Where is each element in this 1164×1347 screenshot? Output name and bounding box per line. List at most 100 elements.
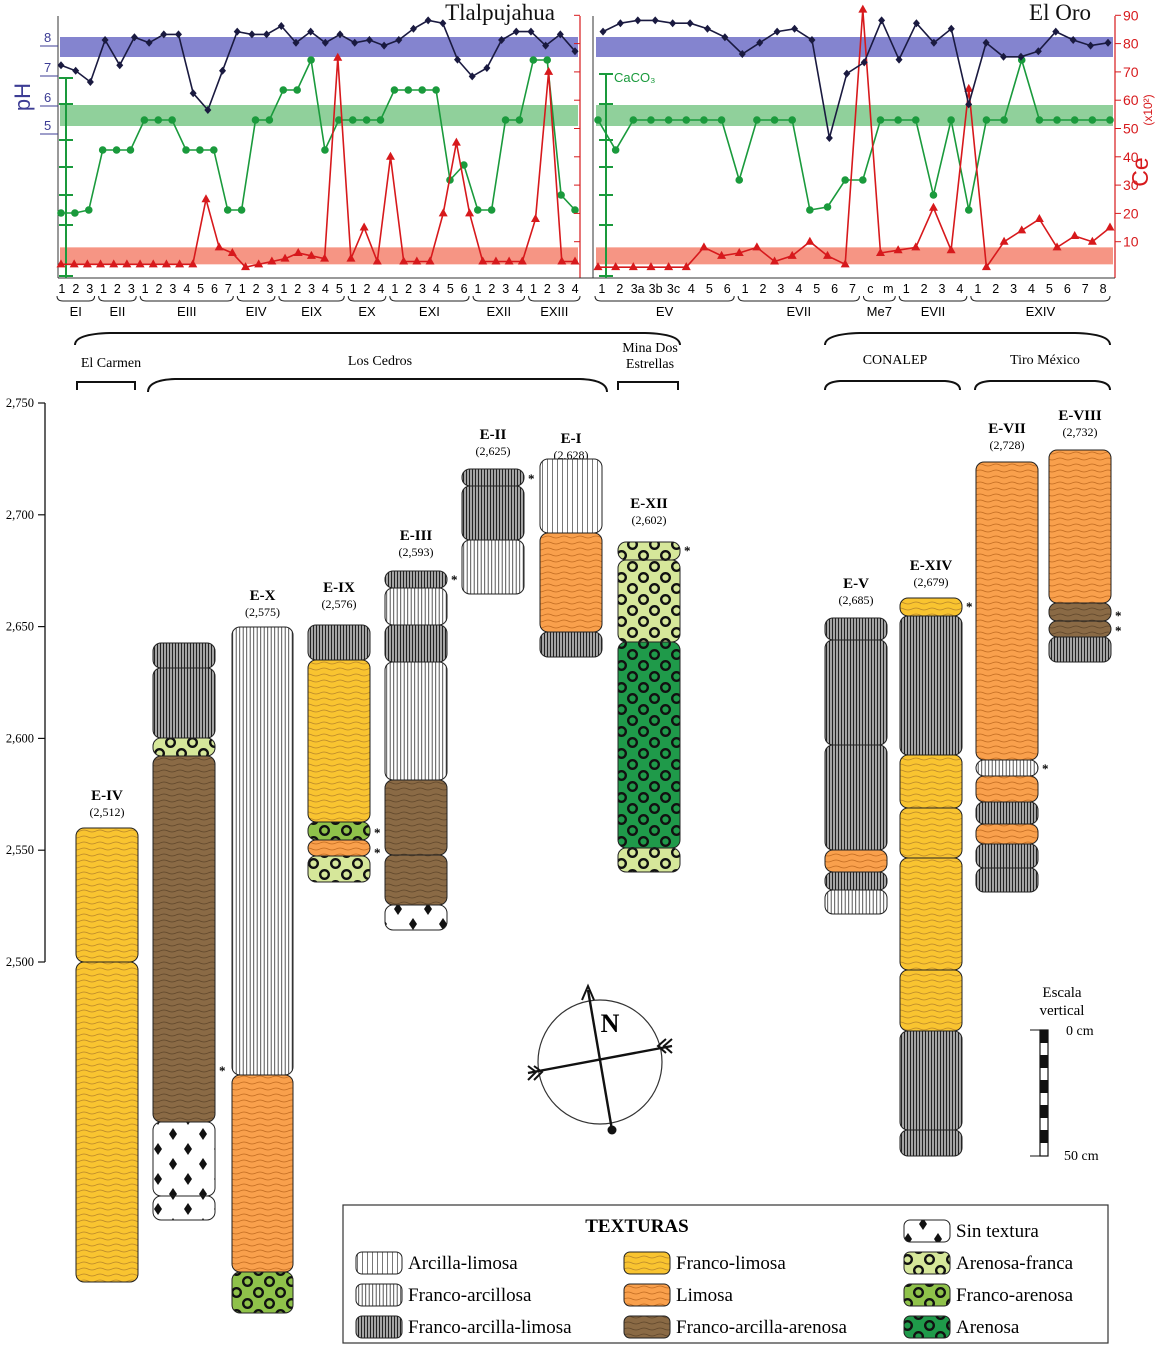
caco3-right-point <box>753 116 761 124</box>
horizon-franco-arenosa <box>231 1271 294 1314</box>
profile-e-ii: E-II(2,625) * <box>461 427 535 595</box>
sample-label: 3 <box>308 282 315 296</box>
ph-left-point <box>160 30 168 39</box>
left-panel-title: Tlalpujahua <box>445 0 555 25</box>
sample-label: 4 <box>1028 282 1035 296</box>
caco3-left-point <box>98 146 107 154</box>
ph-left-point <box>439 19 447 28</box>
ce-left-point <box>267 256 277 265</box>
sample-label: 2 <box>405 282 412 296</box>
ph-right-point <box>721 33 729 42</box>
horizon-franco-arcilla-limosa <box>307 624 371 661</box>
site-conalep: CONALEP <box>863 353 928 368</box>
caco3-left-point <box>515 116 524 124</box>
profile-id: E-VII <box>988 421 1026 437</box>
ph-tick-label: 5 <box>44 118 51 133</box>
ph-left-point <box>468 72 476 81</box>
ce-left-point <box>320 253 330 262</box>
ph-left-point <box>116 61 124 70</box>
horizon-arcilla-limosa <box>539 458 603 534</box>
ph-left-point <box>512 27 520 36</box>
ce-left-point <box>293 248 303 257</box>
sample-group-label: EII <box>109 304 125 319</box>
ce-left-point <box>530 214 540 223</box>
horizon-franco-arcilla-limosa <box>152 642 216 669</box>
horizon-franco-arcilla-limosa <box>975 867 1039 893</box>
ce-left-point <box>56 259 66 268</box>
caco3-right-point <box>770 116 779 124</box>
caco3-left-point <box>251 116 260 124</box>
vertical-scale: Escala vertical 0 cm 50 cm <box>1030 985 1099 1164</box>
sample-label: 1 <box>903 282 910 296</box>
ce-right-point <box>858 4 868 13</box>
caco3-right-point <box>682 116 691 124</box>
ph-right-point <box>669 19 677 28</box>
legend-label: Franco-arenosa <box>956 1285 1074 1306</box>
horizon-franco-limosa <box>307 659 371 823</box>
caco3-right-point <box>982 116 991 124</box>
legend-label: Franco-arcilla-limosa <box>408 1317 572 1338</box>
ce-right-point <box>875 248 885 257</box>
ph-left-point <box>189 89 197 98</box>
legend-swatch <box>355 1283 403 1307</box>
ph-right-point <box>825 134 833 142</box>
caco3-right-point <box>806 206 814 214</box>
sample-label: 2 <box>294 282 301 296</box>
sample-label: 3c <box>667 282 680 296</box>
sample-marker: * <box>219 1063 226 1078</box>
horizon-franco-arcilla-limosa <box>824 639 888 746</box>
horizon-arenosa-franca <box>152 737 216 757</box>
legend-label: Arenosa <box>956 1317 1020 1338</box>
sample-group-label: EI <box>70 304 82 319</box>
horizon-franco-arenosa <box>307 821 371 841</box>
caco3-left-point <box>126 146 135 154</box>
ce-band <box>60 247 578 265</box>
horizon-franco-arcilla-limosa <box>899 615 963 756</box>
legend-label: Limosa <box>676 1285 734 1306</box>
profile-id: E-XIV <box>910 558 953 574</box>
ce-tick-label: 30 <box>1123 177 1139 193</box>
caco3-right-point <box>788 116 797 124</box>
ce-right-point <box>964 83 974 92</box>
legend-swatch <box>623 1251 671 1275</box>
profile-id: E-III <box>400 528 433 544</box>
ce-right-point <box>699 242 709 251</box>
ce-left-point <box>148 259 158 268</box>
ph-right-point <box>651 16 659 25</box>
horizon-franco-arcilla-limosa <box>824 617 888 641</box>
sample-label: 5 <box>813 282 820 296</box>
ph-left-point <box>336 30 344 39</box>
profile-elevation: (2,685) <box>839 593 874 607</box>
horizon-franco-limosa <box>899 807 963 859</box>
ph-right-point <box>791 24 799 33</box>
ce-right-point <box>981 262 991 271</box>
caco3-right-point <box>629 116 638 124</box>
horizon-franco-limosa <box>899 597 963 617</box>
sample-group-label: EVII <box>787 304 812 319</box>
sample-label: 3b <box>649 282 663 296</box>
sample-label: 2 <box>488 282 495 296</box>
ph-tick-label: 7 <box>44 60 51 75</box>
ph-band <box>60 37 578 57</box>
caco3-left-point <box>196 146 204 154</box>
ph-left-point <box>527 27 535 36</box>
horizon-franco-arcilla-limosa <box>461 485 525 541</box>
ce-left-point <box>346 253 356 262</box>
ce-right-point <box>911 242 921 251</box>
caco3-left-point <box>557 191 565 199</box>
sample-group-label: Me7 <box>867 304 892 319</box>
ph-axis-label: pH <box>10 83 35 111</box>
ph-left-point <box>233 27 241 36</box>
profile-id: E-IX <box>323 580 355 596</box>
ph-left-point <box>263 30 271 39</box>
ce-left-point <box>372 256 382 265</box>
caco3-left-point <box>154 116 163 124</box>
ce-band <box>596 247 1113 265</box>
legend-label: Franco-arcillosa <box>408 1285 532 1306</box>
ph-left-point <box>380 41 388 50</box>
horizon-franco-arcilla-limosa <box>824 744 888 851</box>
horizon-franco-arcilla-arenosa <box>384 854 448 906</box>
horizon-franco-arcillosa <box>824 889 888 915</box>
legend-label: Franco-arcilla-arenosa <box>676 1317 847 1338</box>
sample-label: 2 <box>253 282 260 296</box>
